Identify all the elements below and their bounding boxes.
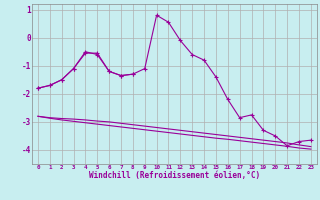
X-axis label: Windchill (Refroidissement éolien,°C): Windchill (Refroidissement éolien,°C) xyxy=(89,171,260,180)
